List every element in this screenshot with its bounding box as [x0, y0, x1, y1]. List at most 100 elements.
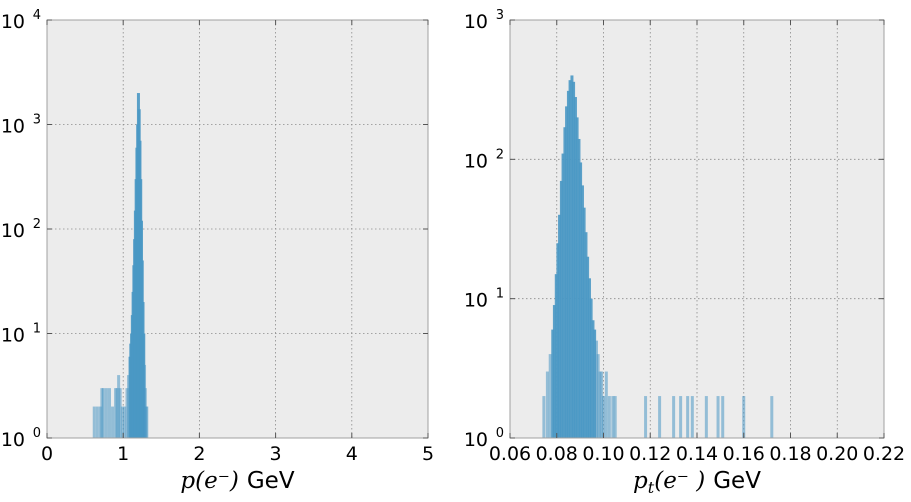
- histogram-bar: [582, 207, 586, 438]
- x-tick-label: 5: [422, 443, 434, 465]
- histogram-bar: [570, 75, 574, 439]
- histogram-bar: [593, 329, 597, 438]
- momentum-histogram-panel: 0 1 2 3 4 5 10 0 10 1 10 2 10 3 10 4 p(e⁻) GeV: [1, 8, 434, 494]
- y-tick-exponent: 1: [33, 322, 41, 337]
- histogram-bar: [644, 396, 648, 438]
- histogram-bars: [92, 93, 149, 439]
- y-tick-base: 10: [1, 429, 25, 451]
- x-axis-label: pt(e⁻ ) GeV: [633, 468, 761, 497]
- y-tick-label: 10 1: [1, 322, 41, 347]
- histogram-bar: [598, 371, 602, 438]
- y-tick-exponent: 3: [33, 113, 41, 128]
- histogram-bar: [658, 396, 662, 438]
- y-tick-base: 10: [1, 220, 25, 242]
- histogram-bar: [704, 396, 708, 438]
- histogram-bar: [107, 388, 111, 438]
- histogram-bar: [611, 396, 615, 438]
- histogram-bar: [568, 80, 572, 439]
- histogram-bar: [115, 388, 119, 438]
- x-tick-label: 0.12: [629, 443, 671, 465]
- histogram-bar: [95, 406, 99, 438]
- y-tick-label: 10 3: [464, 8, 504, 33]
- histogram-bar: [686, 396, 690, 438]
- histogram-bar: [98, 406, 102, 438]
- histogram-bar: [591, 320, 595, 438]
- histogram-bar: [572, 81, 576, 439]
- histogram-bar: [566, 90, 570, 438]
- histogram-bar: [125, 388, 129, 438]
- y-tick-label: 10 0: [1, 426, 41, 451]
- x-tick-label: 0.06: [489, 443, 531, 465]
- y-tick-label: 10 0: [464, 426, 504, 451]
- y-tick-exponent: 3: [496, 8, 504, 23]
- histogram-bar: [556, 243, 560, 438]
- x-tick-label: 0.10: [582, 443, 624, 465]
- axis-ticks: 0 1 2 3 4 5 10 0 10 1 10 2 10 3 10 4: [1, 8, 434, 465]
- x-tick-label: 0.22: [863, 443, 905, 465]
- x-tick-label: 0.08: [536, 443, 578, 465]
- y-tick-base: 10: [464, 429, 488, 451]
- y-tick-exponent: 4: [33, 8, 41, 23]
- histogram-bar: [114, 388, 118, 438]
- x-axis-label-unit: GeV: [713, 468, 761, 494]
- histogram-bar: [118, 388, 122, 438]
- histogram-bar: [690, 396, 694, 438]
- histogram-bar: [770, 396, 774, 438]
- x-tick-label: 0.18: [769, 443, 811, 465]
- histogram-bar: [561, 153, 565, 438]
- histogram-bar: [558, 214, 562, 438]
- histogram-bar: [575, 117, 579, 438]
- y-tick-label: 10 1: [464, 287, 504, 312]
- histogram-bar: [679, 396, 683, 438]
- histogram-bar: [742, 396, 746, 438]
- histogram-bar: [563, 127, 567, 438]
- histogram-bar: [573, 97, 577, 439]
- histogram-bar: [607, 396, 611, 438]
- histogram-bar: [613, 396, 617, 438]
- histogram-bar: [101, 388, 105, 438]
- histogram-bar: [586, 256, 590, 438]
- x-axis-label-subscript: t: [648, 478, 655, 497]
- histogram-bar: [123, 406, 127, 438]
- histogram-bar: [600, 371, 604, 438]
- histogram-bar: [716, 396, 720, 438]
- y-tick-base: 10: [464, 150, 488, 172]
- x-tick-label: 3: [270, 443, 282, 465]
- histogram-bar: [579, 162, 583, 438]
- x-tick-label: 0.14: [676, 443, 718, 465]
- histogram-bar: [577, 138, 581, 438]
- y-tick-base: 10: [1, 11, 25, 33]
- x-axis-label-math: p(e⁻): [180, 468, 238, 494]
- histogram-bar: [602, 396, 605, 438]
- y-tick-label: 10 2: [1, 217, 41, 242]
- histogram-bar: [552, 305, 556, 438]
- x-tick-label: 2: [193, 443, 205, 465]
- x-axis-label-unit: GeV: [247, 468, 295, 494]
- y-tick-exponent: 2: [33, 217, 41, 232]
- histogram-bar: [672, 396, 676, 438]
- histogram-bar: [554, 274, 558, 438]
- histogram-bar: [145, 406, 149, 438]
- x-tick-label: 0.16: [723, 443, 765, 465]
- y-tick-exponent: 0: [496, 426, 504, 441]
- y-tick-base: 10: [1, 325, 25, 347]
- y-tick-label: 10 3: [1, 113, 41, 138]
- histogram-bar: [542, 396, 546, 438]
- histogram-bar: [587, 278, 591, 438]
- y-tick-exponent: 0: [33, 426, 41, 441]
- histogram-bar: [589, 298, 593, 438]
- y-tick-base: 10: [464, 11, 488, 33]
- histogram-bar: [111, 406, 115, 438]
- histogram-bar: [580, 185, 584, 438]
- x-tick-label: 4: [346, 443, 358, 465]
- x-tick-label: 0: [41, 443, 53, 465]
- histogram-bar: [604, 371, 608, 438]
- x-tick-label: 1: [117, 443, 129, 465]
- histogram-bar: [92, 406, 96, 438]
- histogram-bar: [721, 396, 725, 438]
- histogram-bar: [594, 340, 598, 438]
- histogram-bar: [584, 232, 588, 438]
- histogram-bar: [127, 375, 131, 438]
